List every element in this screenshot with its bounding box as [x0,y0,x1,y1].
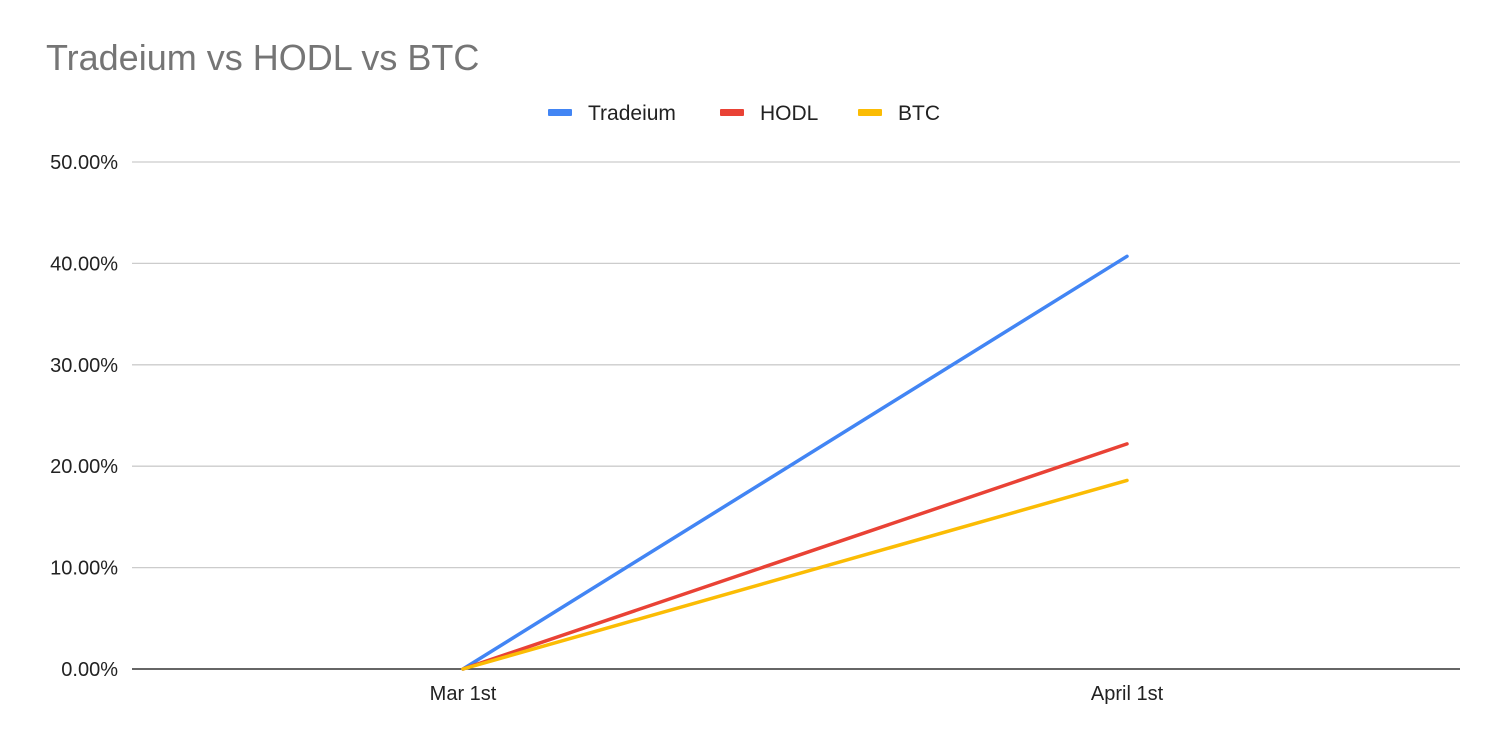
legend-swatch [720,109,744,116]
x-tick-label: Mar 1st [430,683,497,705]
legend-label: HODL [760,102,818,125]
series-line-btc [461,478,1129,671]
legend-label: BTC [898,102,940,125]
y-tick-label: 10.00% [50,558,118,580]
gridlines [132,161,1460,670]
y-tick-label: 40.00% [50,253,118,275]
y-tick-label: 30.00% [50,355,118,377]
x-tick-label: April 1st [1091,683,1164,705]
y-tick-label: 20.00% [50,456,118,478]
legend: Tradeium HODL BTC [548,102,940,125]
legend-label: Tradeium [588,102,676,125]
chart-title: Tradeium vs HODL vs BTC [46,37,479,78]
y-tick-label: 0.00% [61,659,118,681]
y-axis-tick-labels: 0.00% 10.00% 20.00% 30.00% 40.00% 50.00% [50,152,118,681]
legend-swatch [548,109,572,116]
series-line-hodl [461,442,1129,671]
x-axis-tick-labels: Mar 1st April 1st [430,683,1164,705]
series-line-tradeium [461,254,1129,671]
y-tick-label: 50.00% [50,152,118,174]
legend-swatch [858,109,882,116]
series-lines [461,254,1129,671]
